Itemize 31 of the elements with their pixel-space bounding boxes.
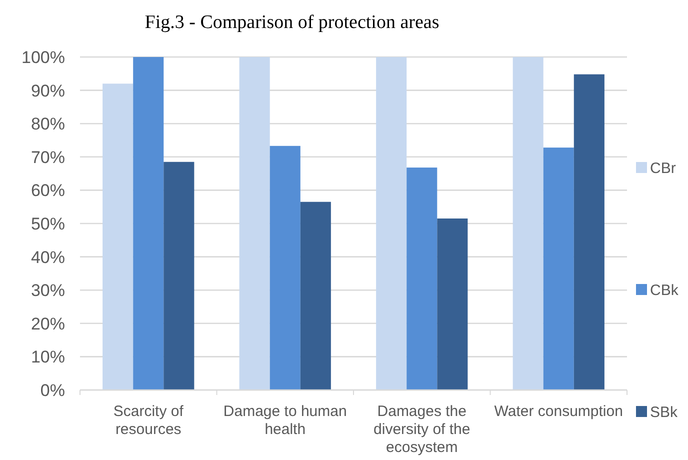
- bar: [437, 218, 468, 390]
- chart-title: Fig.3 - Comparison of protection areas: [144, 12, 440, 33]
- bar: [512, 57, 544, 390]
- y-tick-label: 40%: [30, 248, 65, 267]
- bar: [300, 202, 331, 390]
- y-tick-label: 60%: [30, 181, 65, 200]
- y-tick-label: 10%: [30, 348, 65, 367]
- bar: [102, 84, 134, 390]
- bar: [574, 74, 604, 390]
- legend-label: CBk: [650, 282, 679, 299]
- bar: [239, 57, 270, 390]
- y-tick-label: 20%: [30, 314, 65, 334]
- y-tick-label: 50%: [30, 214, 65, 234]
- x-tick-label: Scarcity of resources: [113, 403, 184, 438]
- legend-label: SBk: [650, 404, 678, 421]
- x-tick-label: Water consumption: [494, 403, 623, 420]
- bar: [406, 168, 438, 390]
- y-tick-label: 100%: [22, 48, 65, 67]
- bar: [133, 57, 164, 390]
- legend-label: CBr: [650, 160, 676, 177]
- y-tick-label: 70%: [30, 148, 65, 167]
- bar: [270, 146, 300, 390]
- bar: [164, 162, 194, 390]
- bar: [543, 148, 574, 390]
- y-tick-label: 90%: [30, 81, 65, 100]
- y-tick-label: 0%: [40, 381, 65, 400]
- x-tick-label: Damages the diversity of the ecosystem: [374, 403, 470, 456]
- x-tick-label: Damage to human health: [223, 403, 347, 438]
- y-tick-label: 80%: [30, 114, 65, 134]
- y-tick-label: 30%: [30, 281, 65, 300]
- bar: [376, 57, 407, 390]
